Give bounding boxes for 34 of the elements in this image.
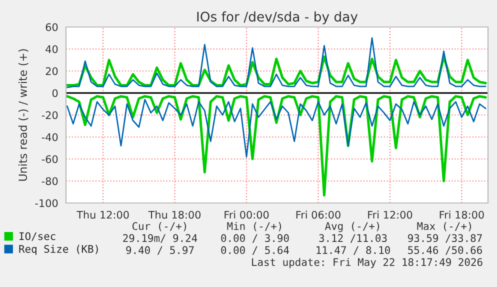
text: Max (-/+)	[417, 222, 472, 232]
y-tick-label: -20	[42, 111, 58, 120]
text: 0.00 / 3.90	[221, 234, 289, 243]
y-axis-title: Units read (-) / write (+)	[18, 49, 28, 181]
legend-label: IO/sec	[20, 232, 56, 241]
text: 29.19m/ 9.24	[123, 234, 198, 243]
x-tick-label: Thu 18:00	[148, 210, 201, 219]
x-tick-label: Fri 00:00	[224, 210, 269, 219]
text: 93.59 /33.87	[408, 234, 482, 243]
x-tick-label: Fri 18:00	[440, 210, 484, 219]
x-tick-label: Fri 06:00	[296, 210, 340, 219]
chart-title: IOs for /dev/sda - by day	[197, 11, 358, 24]
text: 9.40 / 5.97	[126, 246, 194, 255]
y-tick-label: -80	[42, 177, 58, 186]
text: Last update: Fri May 22 18:17:49 2026	[252, 258, 482, 268]
text: Avg (-/+)	[324, 222, 380, 232]
text: Min (-/+)	[227, 222, 282, 232]
text: 3.12 /11.03	[319, 234, 387, 243]
y-tick-label: 60	[46, 23, 58, 32]
legend-label: Req Size (KB)	[19, 244, 98, 255]
text: 11.47 / 8.10	[316, 246, 390, 255]
x-tick-label: Thu 12:00	[76, 210, 129, 219]
text: 55.46 /50.66	[408, 246, 482, 255]
y-tick-label: -40	[42, 133, 58, 142]
line-series	[66, 37, 486, 88]
text: 0.00 / 5.64	[221, 246, 289, 255]
y-tick-label: 0	[52, 89, 58, 98]
line-series	[66, 98, 486, 158]
y-tick-label: -100	[35, 199, 58, 208]
y-tick-label: 20	[46, 67, 58, 76]
x-tick-label: Fri 12:00	[368, 210, 412, 219]
y-tick-label: 40	[46, 45, 58, 54]
y-tick-label: -60	[42, 155, 58, 164]
text: Cur (-/+)	[132, 222, 186, 232]
